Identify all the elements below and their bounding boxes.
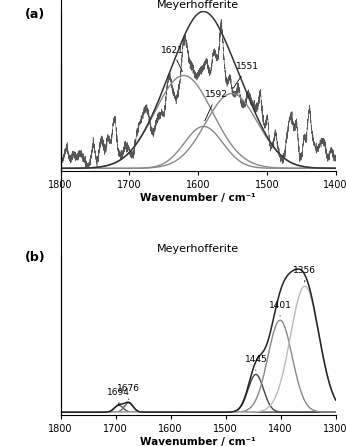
Text: (a): (a) <box>25 8 45 21</box>
Text: 1621: 1621 <box>161 45 183 71</box>
Title: Meyerhofferite: Meyerhofferite <box>157 244 239 254</box>
Text: 1694: 1694 <box>107 388 130 405</box>
Text: 1551: 1551 <box>233 62 259 88</box>
Text: 1401: 1401 <box>268 301 291 316</box>
X-axis label: Wavenumber / cm⁻¹: Wavenumber / cm⁻¹ <box>140 437 256 446</box>
Text: 1676: 1676 <box>117 384 140 400</box>
Text: 1356: 1356 <box>293 266 316 282</box>
Text: 1592: 1592 <box>205 91 228 121</box>
Title: Meyerhofferite: Meyerhofferite <box>157 0 239 10</box>
Text: (b): (b) <box>25 252 45 264</box>
Text: 1445: 1445 <box>245 355 267 370</box>
X-axis label: Wavenumber / cm⁻¹: Wavenumber / cm⁻¹ <box>140 193 256 203</box>
